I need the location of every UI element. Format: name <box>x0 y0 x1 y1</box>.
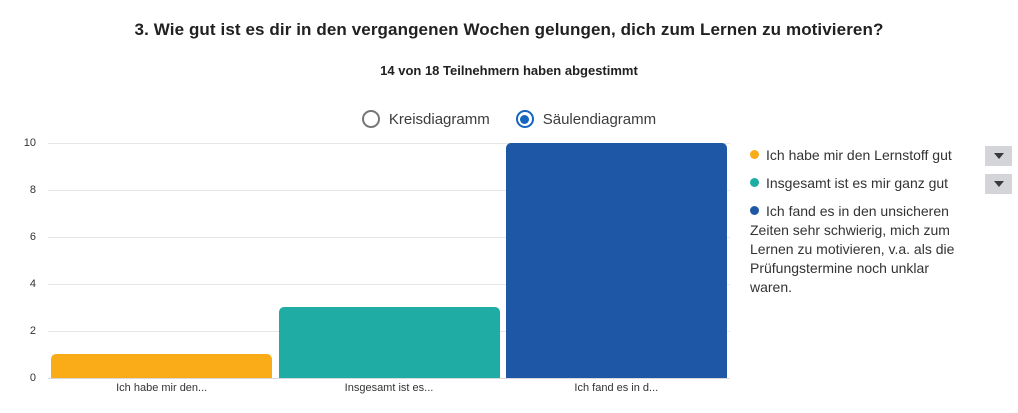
legend-item-label: Ich fand es in den unsicheren Zeiten seh… <box>750 203 955 295</box>
legend: Ich habe mir den Lernstoff gut Insgesamt … <box>750 146 1018 306</box>
bar[interactable] <box>51 354 273 378</box>
poll-question-title: 3. Wie gut ist es dir in den vergangenen… <box>134 20 884 39</box>
y-axis-tick-label: 8 <box>29 184 36 196</box>
legend-item: Ich habe mir den Lernstoff gut <box>750 146 1018 166</box>
chart-type-option-column[interactable]: Säulendiagramm <box>515 110 657 128</box>
legend-dot-icon <box>750 206 759 215</box>
y-axis-tick-label: 2 <box>29 325 36 337</box>
chart-type-option-pie-label: Kreisdiagramm <box>388 110 490 128</box>
y-axis: 0 2 4 6 8 10 <box>0 137 36 384</box>
legend-dot-icon <box>750 178 759 187</box>
gridline <box>48 190 730 191</box>
gridline <box>48 143 730 144</box>
gridline <box>48 378 730 379</box>
legend-item: Ich fand es in den unsicheren Zeiten seh… <box>750 202 1018 297</box>
radio-dot-icon <box>520 114 530 124</box>
y-axis-tick-label: 4 <box>29 278 36 290</box>
y-axis-tick-label: 6 <box>29 231 36 243</box>
chevron-down-icon <box>993 153 1004 159</box>
chart-type-option-column-label: Säulendiagramm <box>542 110 657 128</box>
radio-unselected-icon <box>361 110 380 128</box>
plot-area <box>48 143 730 379</box>
x-axis-category-label: Ich habe mir den... <box>116 382 208 394</box>
gridline <box>48 284 730 285</box>
chart-type-toggle: Kreisdiagramm Säulendiagramm <box>0 110 1018 128</box>
vote-count-subtitle: 14 von 18 Teilnehmern haben abgestimmt <box>380 63 638 78</box>
legend-item: Insgesamt ist es mir ganz gut <box>750 174 1018 194</box>
legend-item-label: Ich habe mir den Lernstoff gut <box>766 147 952 163</box>
radio-selected-icon <box>515 110 534 128</box>
x-axis-category-label: Insgesamt ist es... <box>344 382 434 394</box>
gridline <box>48 237 730 238</box>
y-axis-tick-label: 0 <box>29 372 36 384</box>
bar[interactable] <box>278 307 500 378</box>
bar[interactable] <box>505 143 727 378</box>
x-axis: Ich habe mir den... Insgesamt ist es... Ic… <box>48 382 730 394</box>
x-axis-category-label: Ich fand es in d... <box>574 382 659 394</box>
chart-type-option-pie[interactable]: Kreisdiagramm <box>361 110 490 128</box>
y-axis-tick-label: 10 <box>23 137 36 149</box>
legend-dot-icon <box>750 150 759 159</box>
legend-item-dropdown-button[interactable] <box>985 174 1012 194</box>
chevron-down-icon <box>993 181 1004 187</box>
legend-item-dropdown-button[interactable] <box>985 146 1012 166</box>
legend-item-label: Insgesamt ist es mir ganz gut <box>766 175 949 191</box>
